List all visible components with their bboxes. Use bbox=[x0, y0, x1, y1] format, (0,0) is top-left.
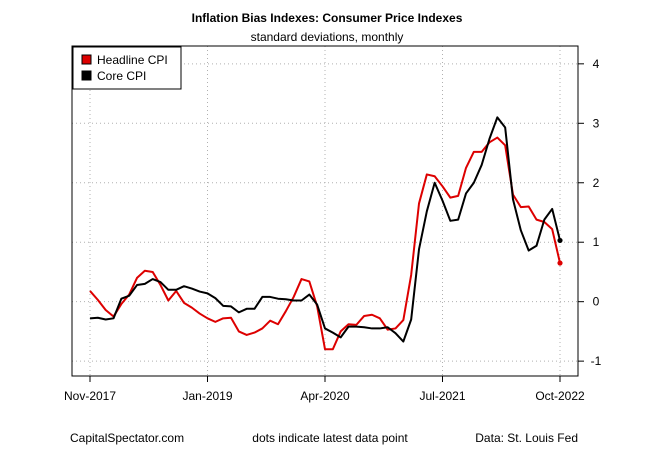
y-axis: -1 0 1 2 3 4 bbox=[578, 57, 602, 368]
footer-source-site: CapitalSpectator.com bbox=[70, 431, 184, 445]
y-tick-label: 4 bbox=[593, 57, 600, 71]
x-tick-label: Oct-2022 bbox=[535, 389, 585, 403]
legend-label-core: Core CPI bbox=[97, 69, 146, 83]
series-line-1 bbox=[89, 116, 561, 343]
x-tick-label: Jan-2019 bbox=[182, 389, 232, 403]
footer-note: dots indicate latest data point bbox=[252, 431, 408, 445]
y-tick-label: 0 bbox=[593, 295, 600, 309]
x-axis: Nov-2017 Jan-2019 Apr-2020 Jul-2021 Oct-2022 bbox=[64, 376, 585, 403]
legend-swatch-headline bbox=[81, 54, 92, 65]
legend-label-headline: Headline CPI bbox=[97, 53, 168, 67]
latest-point-0 bbox=[557, 260, 563, 266]
x-tick-label: Nov-2017 bbox=[64, 389, 116, 403]
series-line-0 bbox=[89, 136, 561, 351]
legend-box bbox=[72, 46, 182, 90]
y-tick-label: 1 bbox=[593, 235, 600, 249]
chart-subtitle: standard deviations, monthly bbox=[251, 30, 404, 44]
chart-title: Inflation Bias Indexes: Consumer Price I… bbox=[192, 11, 463, 25]
x-tick-label: Jul-2021 bbox=[419, 389, 465, 403]
y-tick-label: 3 bbox=[593, 116, 600, 130]
series-layer bbox=[89, 116, 563, 351]
y-tick-label: 2 bbox=[593, 176, 600, 190]
legend: Headline CPI Core CPI bbox=[72, 46, 182, 90]
x-tick-label: Apr-2020 bbox=[300, 389, 350, 403]
y-tick-label: -1 bbox=[591, 354, 602, 368]
legend-swatch-core bbox=[81, 70, 92, 81]
latest-point-1 bbox=[557, 237, 563, 244]
footer-data-source: Data: St. Louis Fed bbox=[475, 431, 578, 445]
